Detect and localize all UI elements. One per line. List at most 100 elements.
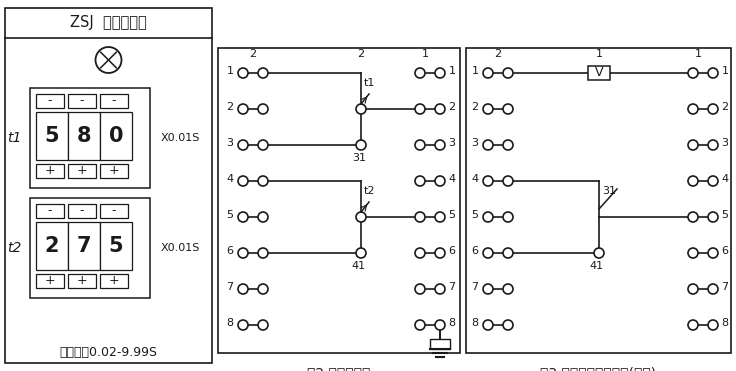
Circle shape bbox=[415, 140, 425, 150]
Circle shape bbox=[708, 248, 718, 258]
Text: 7: 7 bbox=[448, 282, 456, 292]
Circle shape bbox=[483, 284, 493, 294]
Bar bbox=[100, 112, 132, 160]
Text: 2: 2 bbox=[358, 49, 364, 59]
Circle shape bbox=[688, 176, 698, 186]
Text: 6: 6 bbox=[448, 246, 456, 256]
Text: 整定范围0.02-9.99S: 整定范围0.02-9.99S bbox=[60, 347, 158, 359]
Text: +: + bbox=[109, 164, 119, 177]
Text: 3: 3 bbox=[721, 138, 729, 148]
Circle shape bbox=[435, 140, 445, 150]
Circle shape bbox=[435, 68, 445, 78]
Circle shape bbox=[708, 212, 718, 222]
Text: t1: t1 bbox=[364, 78, 375, 88]
Circle shape bbox=[483, 104, 493, 114]
Text: +: + bbox=[45, 164, 55, 177]
Text: 4: 4 bbox=[721, 174, 729, 184]
Text: -: - bbox=[112, 95, 116, 108]
Circle shape bbox=[594, 248, 604, 258]
Text: 8: 8 bbox=[472, 318, 478, 328]
Circle shape bbox=[483, 68, 493, 78]
Bar bbox=[36, 274, 64, 288]
Text: 8: 8 bbox=[448, 318, 456, 328]
Circle shape bbox=[688, 212, 698, 222]
Circle shape bbox=[258, 284, 268, 294]
Circle shape bbox=[238, 104, 248, 114]
Text: 31: 31 bbox=[602, 186, 616, 196]
Circle shape bbox=[356, 104, 366, 114]
Circle shape bbox=[415, 176, 425, 186]
Circle shape bbox=[688, 248, 698, 258]
Text: t1: t1 bbox=[7, 131, 21, 145]
Circle shape bbox=[483, 212, 493, 222]
Text: -: - bbox=[79, 95, 84, 108]
Bar bbox=[36, 94, 64, 108]
Text: 7: 7 bbox=[77, 236, 91, 256]
Bar bbox=[430, 339, 450, 349]
Bar bbox=[36, 112, 68, 160]
Text: 1: 1 bbox=[448, 66, 456, 76]
Circle shape bbox=[435, 104, 445, 114]
Text: 7: 7 bbox=[721, 282, 729, 292]
Text: 3: 3 bbox=[472, 138, 478, 148]
Circle shape bbox=[708, 176, 718, 186]
Text: -: - bbox=[112, 204, 116, 217]
Text: ZSJ  时间继电器: ZSJ 时间继电器 bbox=[70, 16, 147, 30]
Circle shape bbox=[483, 320, 493, 330]
Circle shape bbox=[708, 68, 718, 78]
Bar bbox=[68, 222, 100, 270]
Text: 5: 5 bbox=[45, 126, 60, 146]
Bar bbox=[588, 66, 610, 80]
Text: 5: 5 bbox=[227, 210, 233, 220]
Text: 1: 1 bbox=[721, 66, 729, 76]
Bar bbox=[100, 204, 128, 218]
Circle shape bbox=[356, 140, 366, 150]
Bar bbox=[466, 48, 731, 353]
Circle shape bbox=[688, 140, 698, 150]
Text: V: V bbox=[595, 66, 604, 79]
Text: 2: 2 bbox=[448, 102, 456, 112]
Circle shape bbox=[356, 248, 366, 258]
Text: 8: 8 bbox=[227, 318, 233, 328]
Circle shape bbox=[688, 320, 698, 330]
Circle shape bbox=[435, 284, 445, 294]
Text: 图2 面板示意图: 图2 面板示意图 bbox=[308, 366, 371, 371]
Circle shape bbox=[688, 284, 698, 294]
Circle shape bbox=[708, 284, 718, 294]
Circle shape bbox=[238, 140, 248, 150]
Circle shape bbox=[238, 284, 248, 294]
Text: -: - bbox=[79, 204, 84, 217]
Circle shape bbox=[258, 104, 268, 114]
Text: 1: 1 bbox=[695, 49, 701, 59]
Bar bbox=[100, 164, 128, 178]
Bar bbox=[68, 94, 96, 108]
Bar bbox=[68, 164, 96, 178]
Circle shape bbox=[503, 104, 513, 114]
Text: 2: 2 bbox=[250, 49, 257, 59]
Bar bbox=[30, 88, 150, 188]
Text: 7: 7 bbox=[472, 282, 478, 292]
Text: 5: 5 bbox=[448, 210, 456, 220]
Text: 7: 7 bbox=[227, 282, 233, 292]
Text: 6: 6 bbox=[472, 246, 478, 256]
Circle shape bbox=[483, 176, 493, 186]
Bar bbox=[36, 164, 64, 178]
Text: 8: 8 bbox=[77, 126, 91, 146]
Bar bbox=[5, 8, 212, 363]
Text: +: + bbox=[109, 275, 119, 288]
Circle shape bbox=[96, 47, 121, 73]
Text: 4: 4 bbox=[472, 174, 478, 184]
Circle shape bbox=[415, 104, 425, 114]
Circle shape bbox=[356, 212, 366, 222]
Circle shape bbox=[415, 68, 425, 78]
Text: t2: t2 bbox=[7, 241, 21, 255]
Circle shape bbox=[415, 284, 425, 294]
Text: 4: 4 bbox=[448, 174, 456, 184]
Bar bbox=[218, 48, 460, 353]
Circle shape bbox=[238, 176, 248, 186]
Text: t2: t2 bbox=[364, 186, 375, 196]
Circle shape bbox=[708, 140, 718, 150]
Text: 3: 3 bbox=[227, 138, 233, 148]
Text: X0.01S: X0.01S bbox=[160, 243, 199, 253]
Circle shape bbox=[258, 320, 268, 330]
